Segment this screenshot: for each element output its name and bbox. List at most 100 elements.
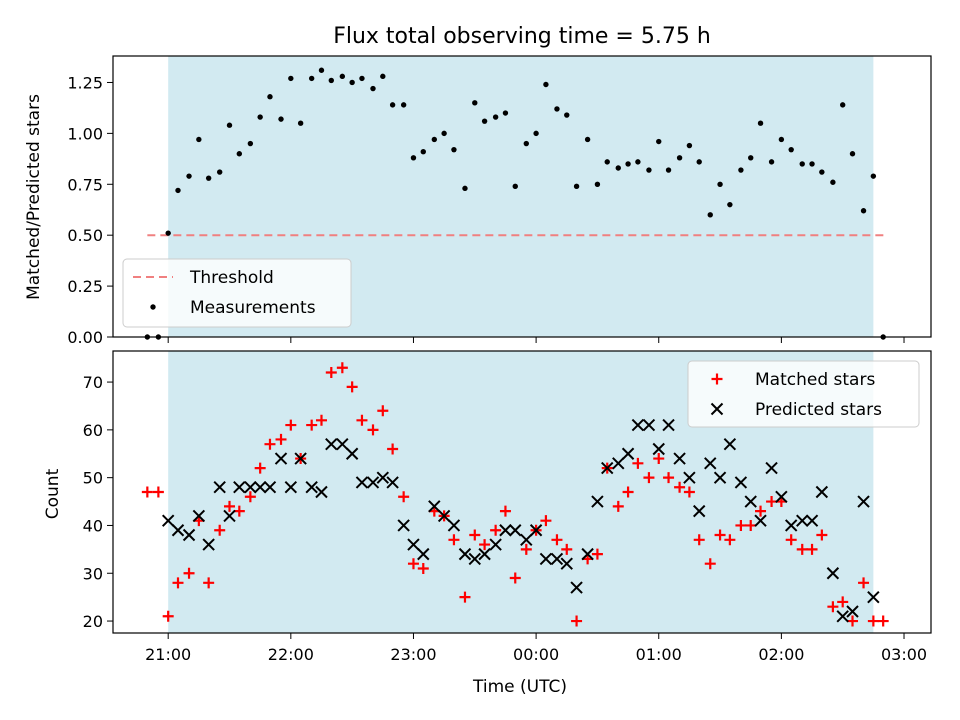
matched-star-point: [336, 362, 348, 374]
bottom-x-tick-label: 01:00: [636, 645, 682, 664]
predicted-star-point: [591, 495, 604, 508]
predicted-star-point: [223, 509, 236, 523]
measurement-point: [370, 85, 376, 92]
predicted-star-point: [805, 514, 819, 527]
matched-star-point: [704, 558, 716, 570]
predicted-star-point: [345, 447, 359, 460]
bottom-axes-frame: [112, 350, 932, 634]
measurement-point: [707, 212, 713, 218]
measurement-point: [236, 151, 243, 157]
matched-star-point: [551, 534, 563, 546]
top-y-axis-label: Matched/Predicted stars: [24, 94, 44, 300]
measurement-point: [451, 146, 457, 153]
predicted-star-point: [509, 524, 522, 537]
measurement-point: [420, 149, 426, 155]
measurement-point: [492, 114, 499, 120]
measurement-point: [318, 67, 325, 73]
predicted-star-point: [662, 418, 675, 432]
measurement-point: [604, 159, 610, 165]
matched-star-point: [367, 424, 379, 436]
bottom-x-tick-label: 03:00: [881, 645, 927, 664]
predicted-star-point: [621, 447, 635, 460]
matched-star-point: [520, 543, 532, 555]
matched-star-point: [867, 615, 879, 627]
measurement-point: [625, 161, 631, 167]
matched-star-point: [724, 534, 736, 546]
predicted-star-point: [539, 552, 553, 566]
predicted-star-point: [560, 557, 573, 570]
matched-star-point: [806, 543, 818, 555]
measurement-point: [328, 77, 334, 84]
predicted-star-point: [857, 495, 870, 508]
predicted-star-point: [815, 485, 829, 499]
predicted-star-point: [754, 514, 767, 527]
matched-star-point: [407, 558, 419, 570]
measurement-point: [297, 120, 304, 126]
predicted-star-point: [642, 418, 656, 432]
bottom-x-tick-label: 22:00: [268, 645, 314, 664]
measurement-point: [564, 112, 570, 118]
predicted-star-point: [468, 552, 481, 566]
matched-star-point: [653, 453, 665, 465]
measurement-point: [389, 102, 396, 108]
bottom-x-tick-label: 00:00: [513, 645, 559, 664]
matched-star-point: [387, 443, 399, 455]
predicted-star-point: [376, 471, 390, 484]
matched-star-point: [141, 486, 153, 498]
predicted-star-point: [723, 437, 737, 451]
measurement-point: [175, 187, 181, 194]
matched-star-point: [643, 472, 655, 484]
bottom-y-tick-label: 60: [83, 421, 103, 440]
predicted-star-point: [704, 457, 717, 470]
matched-star-point: [325, 367, 337, 379]
matched-star-point: [591, 548, 603, 560]
matched-star-point: [714, 529, 726, 541]
bottom-x-tick-label: 21:00: [145, 645, 191, 664]
measurement-point: [441, 130, 447, 137]
matched-star-point: [264, 438, 276, 450]
matched-star-point: [459, 591, 471, 603]
predicted-star-point: [213, 481, 226, 494]
top-legend-box: [122, 258, 352, 328]
legend-measurements-label: Measurements: [190, 298, 316, 318]
measurement-point: [788, 146, 794, 153]
measurement-point: [748, 155, 754, 161]
matched-star-point: [663, 472, 675, 484]
predicted-star-point: [734, 476, 748, 489]
predicted-star-point: [478, 547, 491, 561]
matched-star-point: [183, 567, 195, 579]
predicted-star-point: [407, 538, 420, 551]
matched-star-point: [224, 500, 236, 512]
matched-star-point: [561, 543, 573, 555]
predicted-star-point: [520, 533, 533, 547]
predicted-star-point: [601, 461, 614, 475]
matched-star-point: [346, 381, 358, 393]
bottom-x-tick-label: 23:00: [390, 645, 436, 664]
matched-star-point: [398, 491, 410, 503]
predicted-star-point: [652, 442, 665, 456]
measurement-point: [635, 159, 641, 165]
measurement-point: [533, 130, 539, 137]
matched-star-point: [417, 562, 429, 574]
predicted-star-point: [826, 567, 840, 580]
measurement-point: [410, 155, 417, 161]
measurement-point: [615, 165, 621, 171]
predicted-star-point: [581, 547, 594, 561]
predicted-star-point: [846, 605, 859, 618]
predicted-star-point: [274, 452, 288, 465]
measurement-point: [226, 122, 233, 128]
measurement-point: [809, 161, 815, 167]
measurement-point: [543, 81, 549, 88]
predicted-star-point: [161, 514, 175, 527]
measurement-point: [656, 138, 662, 145]
matched-star-point: [683, 486, 695, 498]
measurement-point: [799, 161, 805, 167]
bottom-y-tick-label: 30: [83, 564, 103, 583]
predicted-star-point: [192, 509, 206, 523]
predicted-star-point: [336, 437, 349, 451]
predicted-star-point: [784, 519, 798, 532]
bottom-plot-area: 20 30 40 50 60 70 21:00 22:00 23:00 00:00 01:00 02:…: [83, 350, 932, 664]
predicted-star-point: [775, 490, 788, 503]
bottom-y-tick-label: 70: [83, 373, 103, 392]
